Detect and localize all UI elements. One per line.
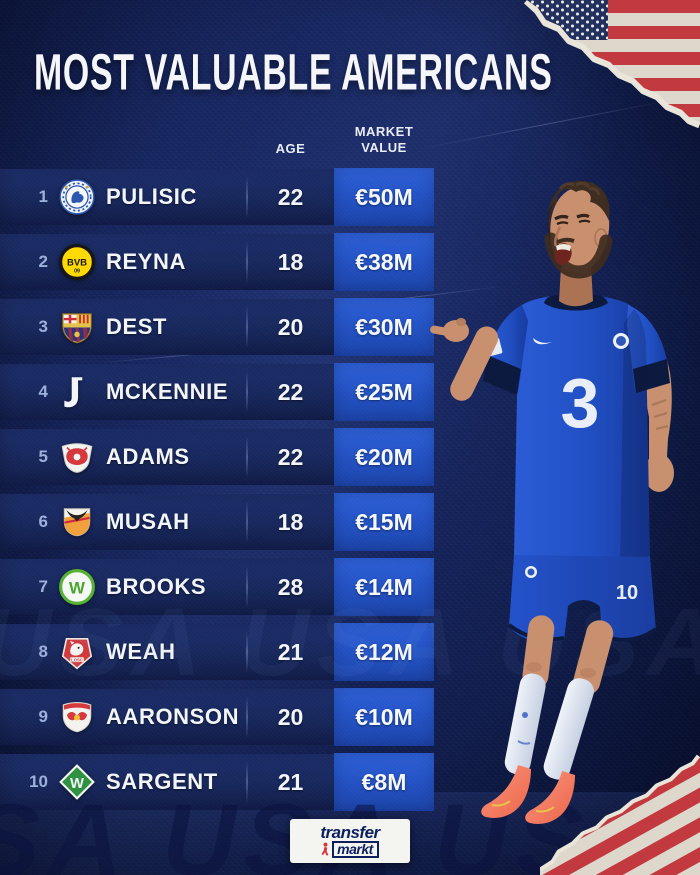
table-row: 2 BVB 09 REYNA 18 €38M	[0, 233, 434, 291]
club-badge-wolfsburg: W	[58, 568, 96, 606]
rank-number: 4	[38, 382, 48, 401]
table-row: 3 DEST 20 €30M	[0, 298, 434, 356]
club-badge-rb-leipzig	[58, 438, 96, 476]
rank-number: 3	[38, 317, 48, 336]
player-age: 18	[277, 248, 304, 275]
table-row: 6 MUSAH 18 €15M	[0, 493, 434, 551]
table-row: 5 ADAMS 22 €20M	[0, 428, 434, 486]
club-badge-barcelona	[58, 308, 96, 346]
rank-number: 7	[38, 577, 48, 596]
player-age: 22	[277, 378, 304, 405]
svg-text:W: W	[70, 776, 84, 792]
transfermarkt-player-icon	[321, 842, 329, 856]
club-badge-lille: LOSC	[58, 633, 96, 671]
usa-flag-torn-corner	[523, 0, 700, 129]
market-value-badge: €15M	[334, 493, 434, 551]
club-badge-juventus	[58, 373, 96, 411]
table-row: 7 W BROOKS 28 €14M	[0, 558, 434, 616]
market-value-header-line1: MARKET	[354, 124, 414, 139]
rank-number: 10	[29, 772, 48, 791]
market-value-badge: €8M	[334, 753, 434, 811]
rank-number: 1	[38, 187, 48, 206]
svg-text:BVB: BVB	[67, 258, 87, 269]
player-age: 20	[277, 313, 304, 340]
svg-text:W: W	[69, 578, 85, 597]
player-age: 22	[277, 443, 304, 470]
player-age: 22	[277, 183, 304, 210]
club-badge-valencia	[58, 503, 96, 541]
page-title: MOST VALUABLE AMERICANS	[34, 43, 553, 101]
player-age: 18	[277, 508, 304, 535]
table-row: 1 PULISIC 22 €50M	[0, 168, 434, 226]
table-row: 4 MCKENNIE 22 €25M	[0, 363, 434, 421]
table-header: AGE MARKET VALUE	[0, 112, 434, 158]
rank-number: 6	[38, 512, 48, 531]
transfermarkt-logo-line2: markt	[332, 840, 379, 858]
player-age: 21	[277, 638, 304, 665]
market-value-badge: €14M	[334, 558, 434, 616]
market-value-badge: €12M	[334, 623, 434, 681]
ranking-table: 1 PULISIC 22 €50M 2 BVB 09 REYNA 18 €38M …	[0, 168, 434, 811]
club-badge-werder: W	[58, 763, 96, 801]
market-value-badge: €20M	[334, 428, 434, 486]
club-badge-dortmund: BVB 09	[58, 243, 96, 281]
rank-number: 9	[38, 707, 48, 726]
market-value-badge: €38M	[334, 233, 434, 291]
player-age: 21	[277, 768, 304, 795]
svg-text:09: 09	[74, 269, 80, 275]
market-value-badge: €50M	[334, 168, 434, 226]
market-value-column-header: MARKET VALUE	[334, 124, 434, 156]
rank-number: 5	[38, 447, 48, 466]
market-value-header-line2: VALUE	[361, 140, 407, 155]
market-value-badge: €25M	[334, 363, 434, 421]
table-row: 9 AARONSON 20 €10M	[0, 688, 434, 746]
market-value-badge: €30M	[334, 298, 434, 356]
player-age: 28	[277, 573, 304, 600]
table-row: 10 W SARGENT 21 €8M	[0, 753, 434, 811]
age-column-header: AGE	[275, 141, 306, 156]
transfermarkt-logo: transfer markt	[290, 819, 410, 863]
rank-number: 2	[38, 252, 48, 271]
transfermarkt-logo-line1: transfer	[320, 822, 380, 842]
svg-text:LOSC: LOSC	[71, 657, 83, 662]
table-row: 8 LOSC WEAH 21 €12M	[0, 623, 434, 681]
usa-flag-torn-fragment	[540, 754, 700, 875]
club-badge-chelsea	[58, 178, 96, 216]
club-badge-salzburg	[58, 698, 96, 736]
market-value-badge: €10M	[334, 688, 434, 746]
rank-number: 8	[38, 642, 48, 661]
player-age: 20	[277, 703, 304, 730]
